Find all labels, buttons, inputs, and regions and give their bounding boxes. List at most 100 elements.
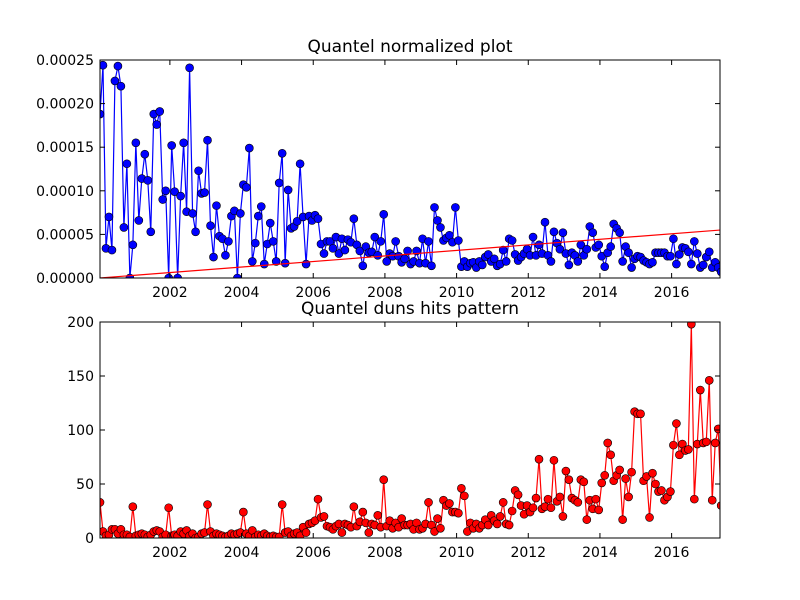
data-point xyxy=(349,214,359,223)
data-point xyxy=(119,223,129,232)
data-point xyxy=(265,218,275,228)
data-point xyxy=(615,228,624,237)
data-point xyxy=(657,486,666,495)
data-point xyxy=(603,438,613,448)
data-point xyxy=(695,385,705,395)
data-point xyxy=(373,251,383,260)
data-point xyxy=(245,143,254,153)
data-point xyxy=(498,245,508,255)
data-point xyxy=(185,63,194,73)
data-point xyxy=(140,149,150,159)
data-point xyxy=(445,499,454,508)
data-point xyxy=(100,60,108,70)
plot-area xyxy=(100,60,720,278)
data-point xyxy=(716,267,720,277)
y-tick-label: 0.00015 xyxy=(36,140,94,156)
x-tick-label: 2002 xyxy=(152,285,188,301)
data-point xyxy=(648,257,657,267)
x-tick-label: 2014 xyxy=(582,285,618,301)
data-point xyxy=(164,503,173,513)
x-tick-label: 2016 xyxy=(654,545,690,561)
data-point xyxy=(627,263,636,272)
data-point xyxy=(131,138,141,148)
chart-duns-hits-pattern: Quantel duns hits pattern 2002 2004 2006 200… xyxy=(67,299,721,561)
data-point xyxy=(403,246,412,256)
data-point xyxy=(534,454,544,464)
y-tick-label: 0.00020 xyxy=(36,97,94,113)
data-point xyxy=(212,201,221,210)
data-point xyxy=(382,257,392,266)
data-point xyxy=(355,246,365,256)
data-point xyxy=(579,477,589,487)
data-point xyxy=(221,251,230,260)
plot-area xyxy=(100,322,720,538)
data-point xyxy=(645,513,654,522)
data-point xyxy=(690,237,699,246)
x-tick-label: 2014 xyxy=(582,545,618,561)
data-point xyxy=(191,227,200,237)
data-point xyxy=(558,512,568,521)
data-point xyxy=(564,475,574,484)
data-point xyxy=(134,216,144,225)
data-point xyxy=(268,237,278,246)
x-tick-label: 2006 xyxy=(295,545,331,561)
data-point xyxy=(113,61,123,71)
data-point xyxy=(248,257,257,266)
data-point xyxy=(173,273,182,278)
data-point xyxy=(495,512,505,521)
data-point xyxy=(594,505,604,515)
data-point xyxy=(531,493,541,503)
data-point xyxy=(457,484,466,493)
data-point xyxy=(436,223,445,232)
data-point xyxy=(648,468,657,478)
data-point xyxy=(158,195,168,204)
x-tick-label: 2010 xyxy=(439,545,475,561)
data-point xyxy=(716,501,720,510)
data-point xyxy=(209,252,218,262)
data-point xyxy=(146,227,156,237)
y-tick-label: 0 xyxy=(85,531,94,547)
data-point xyxy=(573,498,583,507)
data-point xyxy=(292,217,302,226)
data-point xyxy=(624,492,633,502)
data-point xyxy=(546,503,556,513)
data-point xyxy=(707,495,717,505)
y-tick-label: 0.00005 xyxy=(36,227,94,243)
data-point xyxy=(424,237,433,246)
data-point xyxy=(543,494,553,504)
data-point xyxy=(555,492,565,502)
data-point xyxy=(451,203,460,212)
y-tick-label: 0.00025 xyxy=(36,53,94,69)
data-point xyxy=(107,245,117,255)
data-point xyxy=(236,209,245,218)
data-point xyxy=(558,228,568,237)
data-point xyxy=(164,273,173,278)
data-point xyxy=(373,511,383,520)
data-point xyxy=(313,494,323,504)
data-point xyxy=(627,467,636,477)
data-point xyxy=(200,188,209,197)
data-point xyxy=(460,491,469,501)
y-tick-label: 200 xyxy=(67,315,94,331)
chart-title: Quantel normalized plot xyxy=(307,37,512,57)
data-point xyxy=(483,520,493,530)
x-tick-label: 2008 xyxy=(367,545,403,561)
data-point xyxy=(301,528,311,537)
data-point xyxy=(340,245,350,255)
data-point xyxy=(687,322,696,329)
data-point xyxy=(675,450,684,460)
data-point xyxy=(507,506,517,516)
data-point xyxy=(597,478,607,488)
data-point xyxy=(666,251,675,261)
data-point xyxy=(233,273,242,278)
data-point xyxy=(690,494,699,504)
axes-frame xyxy=(99,59,721,279)
data-point xyxy=(498,498,508,507)
data-point xyxy=(430,203,439,212)
data-point xyxy=(253,211,263,221)
data-point xyxy=(176,191,185,201)
data-point xyxy=(143,176,153,185)
data-point xyxy=(582,515,592,524)
data-point xyxy=(110,76,120,86)
